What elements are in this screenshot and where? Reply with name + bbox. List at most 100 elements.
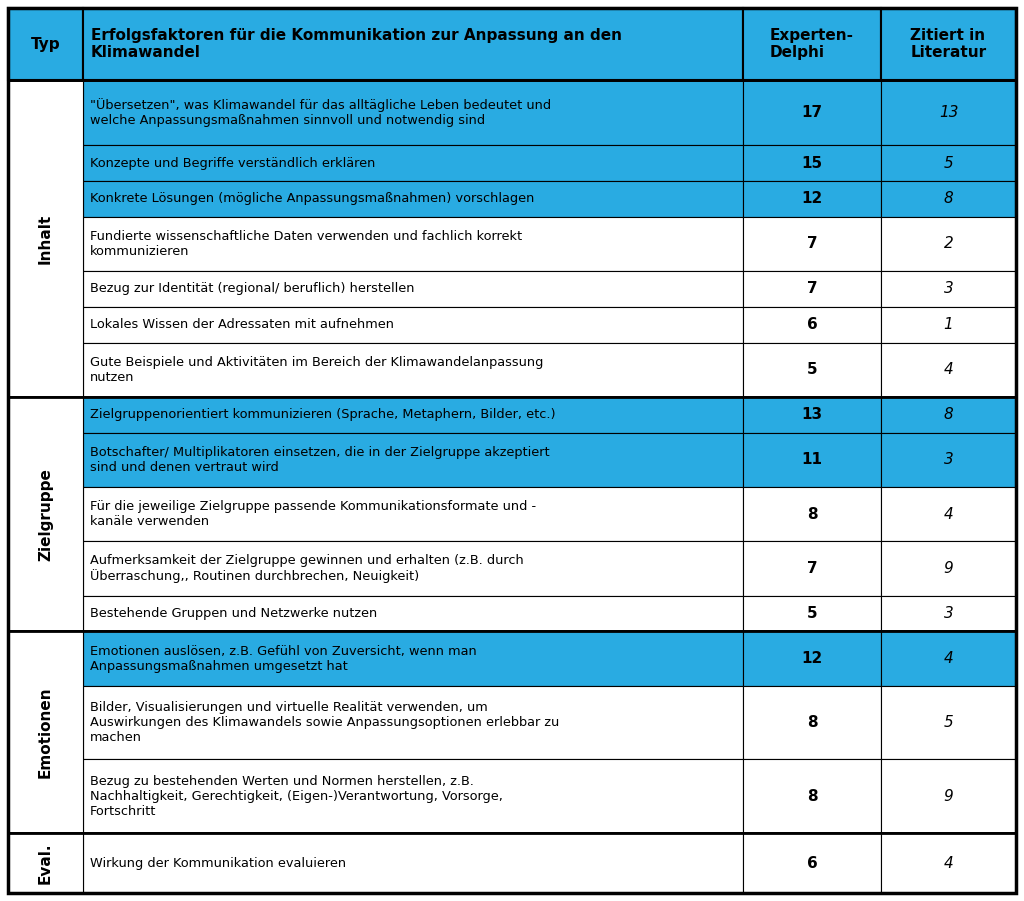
Bar <box>743 432 881 487</box>
Bar <box>83 487 743 542</box>
Bar <box>881 8 1016 80</box>
Text: Gute Beispiele und Aktivitäten im Bereich der Klimawandelanpassung
nutzen: Gute Beispiele und Aktivitäten im Bereic… <box>90 356 544 384</box>
Bar <box>743 342 881 397</box>
Text: 8: 8 <box>807 506 817 522</box>
Text: 4: 4 <box>944 506 953 522</box>
Bar <box>8 8 83 80</box>
Bar <box>8 8 1016 80</box>
Bar <box>743 833 881 893</box>
Text: 9: 9 <box>944 789 953 804</box>
Bar <box>743 632 881 686</box>
Bar <box>881 833 1016 893</box>
Bar <box>83 432 743 487</box>
Text: Bilder, Visualisierungen und virtuelle Realität verwenden, um
Auswirkungen des K: Bilder, Visualisierungen und virtuelle R… <box>90 701 559 744</box>
Text: Typ: Typ <box>31 37 60 51</box>
Text: Lokales Wissen der Adressaten mit aufnehmen: Lokales Wissen der Adressaten mit aufneh… <box>90 318 394 332</box>
Bar <box>8 80 1016 397</box>
Text: Bezug zu bestehenden Werten und Normen herstellen, z.B.
Nachhaltigkeit, Gerechti: Bezug zu bestehenden Werten und Normen h… <box>90 775 503 818</box>
Bar <box>743 271 881 307</box>
Bar <box>743 397 881 432</box>
Text: Wirkung der Kommunikation evaluieren: Wirkung der Kommunikation evaluieren <box>90 857 346 869</box>
Bar <box>881 342 1016 397</box>
Text: "Übersetzen", was Klimawandel für das alltägliche Leben bedeutet und
welche Anpa: "Übersetzen", was Klimawandel für das al… <box>90 98 551 127</box>
Bar <box>8 632 83 833</box>
Bar <box>8 632 1016 833</box>
Bar <box>743 760 881 833</box>
Bar <box>83 271 743 307</box>
Text: Eval.: Eval. <box>38 842 53 884</box>
Bar <box>743 542 881 596</box>
Text: 5: 5 <box>944 156 953 170</box>
Bar <box>83 596 743 632</box>
Bar <box>8 833 83 893</box>
Text: 13: 13 <box>802 407 822 423</box>
Bar <box>881 217 1016 271</box>
Text: 4: 4 <box>944 362 953 378</box>
Text: 8: 8 <box>807 715 817 730</box>
Text: 8: 8 <box>944 407 953 423</box>
Bar <box>83 80 743 145</box>
Bar <box>83 342 743 397</box>
Bar <box>881 432 1016 487</box>
Text: Emotionen: Emotionen <box>38 687 53 778</box>
Text: 7: 7 <box>807 561 817 576</box>
Bar <box>881 307 1016 342</box>
Text: 8: 8 <box>944 191 953 206</box>
Text: 3: 3 <box>944 606 953 621</box>
Bar <box>881 542 1016 596</box>
Bar <box>881 760 1016 833</box>
Bar <box>83 686 743 760</box>
Text: 6: 6 <box>807 856 817 870</box>
Text: Experten-
Delphi: Experten- Delphi <box>770 28 854 60</box>
Text: Erfolgsfaktoren für die Kommunikation zur Anpassung an den
Klimawandel: Erfolgsfaktoren für die Kommunikation zu… <box>91 28 622 60</box>
Text: 2: 2 <box>944 236 953 251</box>
Text: Fundierte wissenschaftliche Daten verwenden und fachlich korrekt
kommunizieren: Fundierte wissenschaftliche Daten verwen… <box>90 230 522 258</box>
Text: 7: 7 <box>807 236 817 251</box>
Bar <box>881 80 1016 145</box>
Text: Botschafter/ Multiplikatoren einsetzen, die in der Zielgruppe akzeptiert
sind un: Botschafter/ Multiplikatoren einsetzen, … <box>90 446 550 474</box>
Bar <box>8 397 1016 632</box>
Bar <box>743 487 881 542</box>
Bar <box>881 632 1016 686</box>
Bar <box>83 542 743 596</box>
Text: 3: 3 <box>944 281 953 296</box>
Text: 6: 6 <box>807 317 817 332</box>
Bar <box>743 80 881 145</box>
Text: Zielgruppenorientiert kommunizieren (Sprache, Metaphern, Bilder, etc.): Zielgruppenorientiert kommunizieren (Spr… <box>90 408 556 422</box>
Text: 1: 1 <box>944 317 953 332</box>
Text: 5: 5 <box>807 362 817 378</box>
Text: Emotionen auslösen, z.B. Gefühl von Zuversicht, wenn man
Anpassungsmaßnahmen umg: Emotionen auslösen, z.B. Gefühl von Zuve… <box>90 644 477 672</box>
Text: 7: 7 <box>807 281 817 296</box>
Text: 4: 4 <box>944 856 953 870</box>
Bar <box>881 181 1016 217</box>
Bar <box>881 145 1016 181</box>
Text: Inhalt: Inhalt <box>38 214 53 264</box>
Text: Konzepte und Begriffe verständlich erklären: Konzepte und Begriffe verständlich erklä… <box>90 157 376 169</box>
Bar <box>881 686 1016 760</box>
Bar <box>83 8 743 80</box>
Bar <box>743 596 881 632</box>
Bar <box>83 760 743 833</box>
Bar <box>83 217 743 271</box>
Text: 8: 8 <box>807 789 817 804</box>
Text: 17: 17 <box>802 105 822 120</box>
Bar <box>743 145 881 181</box>
Bar <box>743 686 881 760</box>
Text: 9: 9 <box>944 561 953 576</box>
Text: 12: 12 <box>802 651 822 666</box>
Text: 15: 15 <box>802 156 822 170</box>
Bar <box>881 271 1016 307</box>
Text: Bestehende Gruppen und Netzwerke nutzen: Bestehende Gruppen und Netzwerke nutzen <box>90 607 377 620</box>
Bar <box>8 80 83 397</box>
Bar <box>83 397 743 432</box>
Bar <box>8 833 1016 893</box>
Bar <box>83 307 743 342</box>
Bar <box>743 181 881 217</box>
Bar <box>881 596 1016 632</box>
Bar <box>881 397 1016 432</box>
Text: 5: 5 <box>944 715 953 730</box>
Text: 5: 5 <box>807 606 817 621</box>
Bar <box>83 833 743 893</box>
Bar <box>83 145 743 181</box>
Bar <box>743 8 881 80</box>
